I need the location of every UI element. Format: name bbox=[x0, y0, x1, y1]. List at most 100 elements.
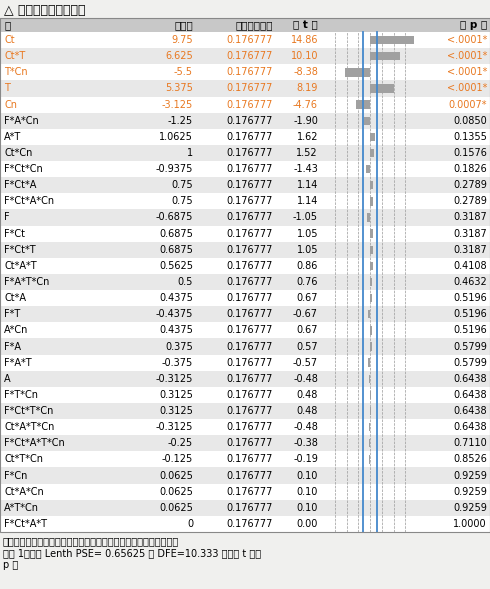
Bar bbox=[0, 161, 490, 177]
Text: 0.5196: 0.5196 bbox=[453, 293, 487, 303]
Bar bbox=[0, 64, 490, 80]
Text: 0.176777: 0.176777 bbox=[227, 342, 273, 352]
Bar bbox=[0, 226, 490, 241]
Text: -4.76: -4.76 bbox=[293, 100, 318, 110]
Text: -0.48: -0.48 bbox=[293, 374, 318, 384]
Text: 0.6875: 0.6875 bbox=[159, 245, 193, 254]
Text: -1.43: -1.43 bbox=[293, 164, 318, 174]
Text: 0.4632: 0.4632 bbox=[453, 277, 487, 287]
Text: F: F bbox=[4, 213, 10, 223]
Text: 0.5799: 0.5799 bbox=[453, 342, 487, 352]
Text: 0.176777: 0.176777 bbox=[227, 229, 273, 239]
Text: 0.48: 0.48 bbox=[296, 406, 318, 416]
Text: 0.3187: 0.3187 bbox=[453, 229, 487, 239]
Bar bbox=[366, 165, 370, 173]
Bar bbox=[0, 339, 490, 355]
Text: 0.176777: 0.176777 bbox=[227, 422, 273, 432]
Bar bbox=[0, 484, 490, 499]
Text: 0.10: 0.10 bbox=[296, 487, 318, 497]
Text: 0.9259: 0.9259 bbox=[453, 487, 487, 497]
Text: Ct*A: Ct*A bbox=[4, 293, 26, 303]
Text: 0.4375: 0.4375 bbox=[159, 293, 193, 303]
Bar bbox=[0, 370, 490, 387]
Bar bbox=[0, 210, 490, 226]
Text: 误差 1。使用 Lenth PSE= 0.65625 与 DFE=10.333 计算伪 t 比与: 误差 1。使用 Lenth PSE= 0.65625 与 DFE=10.333 … bbox=[3, 548, 261, 558]
Bar bbox=[367, 213, 370, 221]
Text: A*Cn: A*Cn bbox=[4, 325, 28, 335]
Text: 0.4108: 0.4108 bbox=[453, 261, 487, 271]
Text: -5.5: -5.5 bbox=[174, 67, 193, 77]
Text: 1.05: 1.05 bbox=[296, 245, 318, 254]
Text: 项: 项 bbox=[4, 20, 10, 30]
Text: -0.67: -0.67 bbox=[293, 309, 318, 319]
Text: 0.0625: 0.0625 bbox=[159, 471, 193, 481]
Text: Ct*T*Cn: Ct*T*Cn bbox=[4, 455, 43, 464]
Text: <.0001*: <.0001* bbox=[446, 35, 487, 45]
Text: -0.48: -0.48 bbox=[293, 422, 318, 432]
Text: -3.125: -3.125 bbox=[162, 100, 193, 110]
Bar bbox=[0, 419, 490, 435]
Text: 0.176777: 0.176777 bbox=[227, 35, 273, 45]
Bar bbox=[368, 423, 370, 431]
Text: -0.4375: -0.4375 bbox=[156, 309, 193, 319]
Bar bbox=[0, 516, 490, 532]
Text: 0.00: 0.00 bbox=[296, 519, 318, 529]
Text: F*Ct*T: F*Ct*T bbox=[4, 245, 36, 254]
Bar bbox=[0, 112, 490, 129]
Text: 1.14: 1.14 bbox=[296, 180, 318, 190]
Text: F*Ct*A*T*Cn: F*Ct*A*T*Cn bbox=[4, 438, 65, 448]
Bar bbox=[0, 18, 490, 532]
Bar bbox=[370, 230, 373, 238]
Text: 0.0625: 0.0625 bbox=[159, 487, 193, 497]
Bar bbox=[0, 468, 490, 484]
Text: 0.176777: 0.176777 bbox=[227, 309, 273, 319]
Text: 0.0007*: 0.0007* bbox=[448, 100, 487, 110]
Bar bbox=[0, 32, 490, 48]
Bar bbox=[0, 177, 490, 193]
Text: F*Ct*A: F*Ct*A bbox=[4, 180, 36, 190]
Text: 0.176777: 0.176777 bbox=[227, 406, 273, 416]
Text: 0.176777: 0.176777 bbox=[227, 293, 273, 303]
Bar bbox=[0, 322, 490, 339]
Text: 0.176777: 0.176777 bbox=[227, 503, 273, 513]
Text: 0.176777: 0.176777 bbox=[227, 213, 273, 223]
Bar bbox=[370, 262, 372, 270]
Text: F*Ct*A*T: F*Ct*A*T bbox=[4, 519, 47, 529]
Text: 1.0000: 1.0000 bbox=[453, 519, 487, 529]
Text: Ct*Cn: Ct*Cn bbox=[4, 148, 32, 158]
Text: <.0001*: <.0001* bbox=[446, 67, 487, 77]
Text: 14.86: 14.86 bbox=[291, 35, 318, 45]
Text: p 値: p 値 bbox=[3, 560, 18, 570]
Bar bbox=[0, 451, 490, 468]
Text: 0.7110: 0.7110 bbox=[453, 438, 487, 448]
Text: 0.176777: 0.176777 bbox=[227, 196, 273, 206]
Text: 0.67: 0.67 bbox=[296, 325, 318, 335]
Bar bbox=[368, 310, 370, 319]
Text: -0.9375: -0.9375 bbox=[156, 164, 193, 174]
Text: -0.38: -0.38 bbox=[293, 438, 318, 448]
Text: 0.176777: 0.176777 bbox=[227, 100, 273, 110]
Text: 0.6875: 0.6875 bbox=[159, 229, 193, 239]
Text: -0.375: -0.375 bbox=[162, 358, 193, 368]
Text: <.0001*: <.0001* bbox=[446, 84, 487, 94]
Text: -8.38: -8.38 bbox=[293, 67, 318, 77]
Text: 0.2789: 0.2789 bbox=[453, 196, 487, 206]
Bar bbox=[370, 278, 372, 286]
Text: F*Ct*A*Cn: F*Ct*A*Cn bbox=[4, 196, 54, 206]
Text: Ct: Ct bbox=[4, 35, 15, 45]
Text: 1.62: 1.62 bbox=[296, 132, 318, 142]
Text: -0.25: -0.25 bbox=[168, 438, 193, 448]
Text: -1.90: -1.90 bbox=[293, 115, 318, 125]
Text: 10.10: 10.10 bbox=[291, 51, 318, 61]
Text: 0.1576: 0.1576 bbox=[453, 148, 487, 158]
Text: 0.76: 0.76 bbox=[296, 277, 318, 287]
Text: F*A: F*A bbox=[4, 342, 21, 352]
Bar bbox=[0, 306, 490, 322]
Bar bbox=[0, 2, 490, 18]
Text: 6.625: 6.625 bbox=[165, 51, 193, 61]
Text: 5.375: 5.375 bbox=[165, 84, 193, 94]
Text: F*A*Cn: F*A*Cn bbox=[4, 115, 39, 125]
Bar bbox=[0, 129, 490, 145]
Text: 伪 t 比: 伪 t 比 bbox=[293, 20, 318, 30]
Text: 0.176777: 0.176777 bbox=[227, 132, 273, 142]
